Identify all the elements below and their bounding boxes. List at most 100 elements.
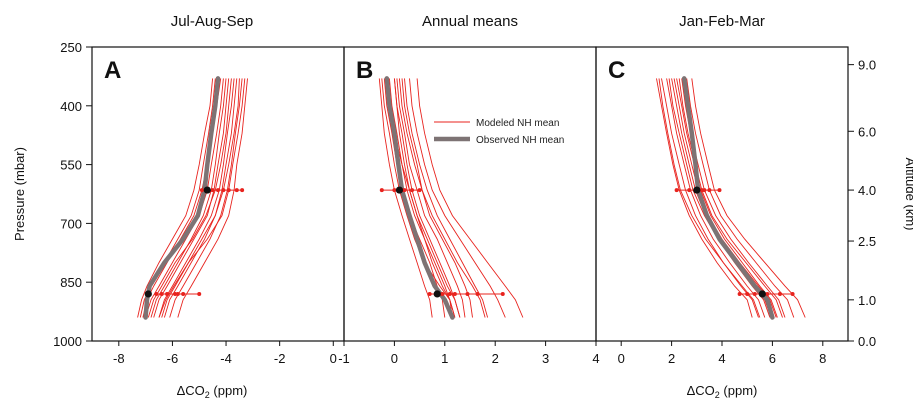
modeled-profile-line bbox=[153, 78, 230, 318]
modeled-point bbox=[197, 291, 202, 296]
x-tick-label: 2 bbox=[668, 351, 675, 366]
modeled-point bbox=[702, 188, 707, 193]
modeled-point bbox=[410, 188, 415, 193]
panel-a-xlabel-sub: 2 bbox=[205, 390, 210, 400]
panel-a-xlabel-suffix: (ppm) bbox=[210, 383, 248, 398]
modeled-point bbox=[790, 291, 795, 296]
modeled-point bbox=[199, 188, 204, 193]
modeled-point bbox=[181, 291, 186, 296]
x-tick-label: -1 bbox=[338, 351, 350, 366]
observed-point bbox=[693, 186, 701, 194]
modeled-point bbox=[175, 291, 180, 296]
modeled-profile-line bbox=[666, 78, 766, 318]
modeled-point bbox=[452, 291, 457, 296]
altitude-tick-label: 0.0 bbox=[858, 334, 876, 349]
pressure-tick-label: 700 bbox=[60, 216, 82, 231]
pressure-axis-label: Pressure (mbar) bbox=[12, 147, 27, 241]
modeled-profile-line bbox=[177, 78, 248, 318]
modeled-profile-line bbox=[393, 78, 461, 318]
modeled-point bbox=[417, 188, 422, 193]
altitude-tick-label: 1.0 bbox=[858, 293, 876, 308]
modeled-profile-line bbox=[686, 78, 795, 318]
x-tick-label: 0 bbox=[330, 351, 337, 366]
x-tick-label: -2 bbox=[274, 351, 286, 366]
x-tick-label: 8 bbox=[819, 351, 826, 366]
pressure-tick-label: 850 bbox=[60, 275, 82, 290]
modeled-profile-line bbox=[409, 78, 506, 318]
legend: Modeled NH mean Observed NH mean bbox=[434, 118, 564, 146]
panel-c-frame bbox=[595, 46, 849, 342]
modeled-point bbox=[154, 291, 159, 296]
modeled-point bbox=[159, 291, 164, 296]
x-tick-label: 3 bbox=[542, 351, 549, 366]
panel-c-letter: C bbox=[608, 57, 625, 84]
altitude-tick-label: 2.5 bbox=[858, 234, 876, 249]
modeled-point bbox=[717, 188, 722, 193]
observed-point bbox=[395, 186, 404, 194]
panel-c-xlabel: ΔCO2 (ppm) bbox=[687, 383, 758, 400]
pressure-tick-label: 250 bbox=[60, 40, 82, 55]
panel-c-title: Jan-Feb-Mar bbox=[679, 13, 765, 30]
modeled-point bbox=[500, 291, 505, 296]
modeled-point bbox=[216, 188, 220, 193]
modeled-profile-line bbox=[169, 78, 243, 318]
modeled-point bbox=[765, 291, 770, 296]
altitude-tick-label: 9.0 bbox=[858, 58, 876, 73]
modeled-profile-line bbox=[416, 78, 524, 318]
modeled-profile-line bbox=[404, 78, 489, 318]
observed-point bbox=[144, 290, 152, 298]
modeled-point bbox=[226, 188, 231, 193]
panel-a-xlabel-prefix: ΔCO bbox=[177, 383, 205, 398]
modeled-point bbox=[392, 188, 397, 193]
modeled-point bbox=[210, 188, 215, 193]
x-axis-ticks: -8 -6 -4 -2 0 -1 0 1 2 3 4 0 2 4 6 8 bbox=[113, 341, 826, 366]
x-tick-label: 0 bbox=[618, 351, 625, 366]
panel-a-letter: A bbox=[104, 57, 121, 84]
panel-b-title: Annual means bbox=[422, 13, 518, 30]
altitude-axis-label: Altitude (km) bbox=[903, 158, 913, 231]
modeled-point bbox=[745, 291, 750, 296]
pressure-tick-label: 1000 bbox=[53, 334, 82, 349]
altitude-tick-label: 6.0 bbox=[858, 124, 876, 139]
modeled-profile-line bbox=[396, 78, 466, 318]
modeled-point bbox=[737, 291, 742, 296]
modeled-point bbox=[687, 188, 692, 193]
x-tick-label: 1 bbox=[441, 351, 448, 366]
modeled-profile-line bbox=[658, 78, 761, 318]
modeled-point bbox=[427, 291, 432, 296]
panel-a-title: Jul-Aug-Sep bbox=[171, 13, 254, 30]
observed-profile-line bbox=[681, 76, 775, 320]
modeled-profile-line bbox=[137, 78, 214, 318]
x-tick-label: 0 bbox=[391, 351, 398, 366]
modeled-point bbox=[379, 188, 384, 193]
x-tick-label: -6 bbox=[167, 351, 179, 366]
modeled-point bbox=[447, 291, 452, 296]
observed-point bbox=[433, 290, 441, 298]
panel-a-data bbox=[137, 76, 248, 320]
modeled-point bbox=[221, 188, 226, 193]
altitude-axis-ticks: 9.0 6.0 4.0 2.5 1.0 0.0 bbox=[848, 58, 876, 349]
modeled-profile-line bbox=[150, 78, 227, 318]
x-tick-label: -4 bbox=[220, 351, 232, 366]
modeled-profile-line bbox=[678, 78, 783, 318]
panel-b-data bbox=[378, 76, 524, 320]
panel-b-letter: B bbox=[356, 57, 373, 84]
modeled-profile-line bbox=[388, 78, 453, 318]
panel-c-xlabel-sub: 2 bbox=[715, 390, 720, 400]
modeled-point bbox=[465, 291, 470, 296]
panel-a-xlabel: ΔCO2 (ppm) bbox=[177, 383, 248, 400]
observed-point bbox=[758, 290, 766, 298]
pressure-tick-label: 550 bbox=[60, 158, 82, 173]
modeled-profile-line bbox=[398, 78, 473, 318]
pressure-tick-label: 400 bbox=[60, 99, 82, 114]
modeled-point bbox=[752, 291, 757, 296]
modeled-point bbox=[777, 291, 782, 296]
panel-c-xlabel-suffix: (ppm) bbox=[720, 383, 758, 398]
panel-c-data bbox=[656, 76, 806, 320]
modeled-point bbox=[240, 188, 245, 193]
modeled-point bbox=[475, 291, 480, 296]
modeled-point bbox=[440, 291, 445, 296]
x-tick-label: 6 bbox=[769, 351, 776, 366]
modeled-point bbox=[165, 291, 170, 296]
